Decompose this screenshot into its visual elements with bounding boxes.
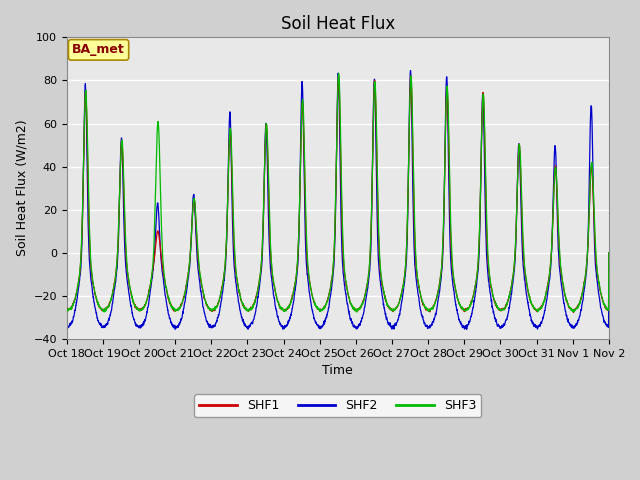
- SHF3: [354, 307, 362, 312]
- SHF1: [570, 310, 577, 315]
- SHF1: [495, 307, 503, 313]
- SHF3: [557, 270, 565, 276]
- SHF2: [214, 315, 221, 321]
- SHF1: [365, 268, 373, 274]
- Line: SHF2: SHF2: [67, 71, 609, 329]
- Legend: SHF1, SHF2, SHF3: SHF1, SHF2, SHF3: [194, 394, 481, 417]
- SHF2: [406, 68, 414, 73]
- SHF3: [496, 307, 504, 312]
- SHF2: [463, 326, 470, 332]
- SHF1: [557, 270, 565, 276]
- SHF1: [407, 73, 415, 79]
- Line: SHF3: SHF3: [67, 73, 609, 312]
- SHF3: [365, 261, 373, 267]
- SHF2: [63, 326, 70, 332]
- Line: SHF1: SHF1: [67, 76, 609, 312]
- SHF2: [557, 282, 565, 288]
- Y-axis label: Soil Heat Flux (W/m2): Soil Heat Flux (W/m2): [15, 120, 28, 256]
- SHF1: [605, 250, 612, 256]
- SHF3: [63, 309, 70, 314]
- SHF2: [605, 250, 612, 256]
- Text: BA_met: BA_met: [72, 43, 125, 56]
- SHF2: [573, 323, 580, 328]
- SHF1: [214, 301, 221, 307]
- SHF3: [605, 250, 612, 256]
- SHF3: [335, 71, 342, 76]
- SHF1: [353, 307, 361, 313]
- SHF1: [63, 307, 70, 312]
- SHF2: [353, 325, 361, 331]
- X-axis label: Time: Time: [323, 364, 353, 377]
- SHF3: [573, 305, 580, 311]
- SHF2: [496, 324, 504, 330]
- SHF2: [365, 273, 373, 279]
- SHF3: [353, 309, 360, 315]
- SHF3: [214, 300, 221, 306]
- SHF1: [573, 305, 580, 311]
- Title: Soil Heat Flux: Soil Heat Flux: [281, 15, 395, 33]
